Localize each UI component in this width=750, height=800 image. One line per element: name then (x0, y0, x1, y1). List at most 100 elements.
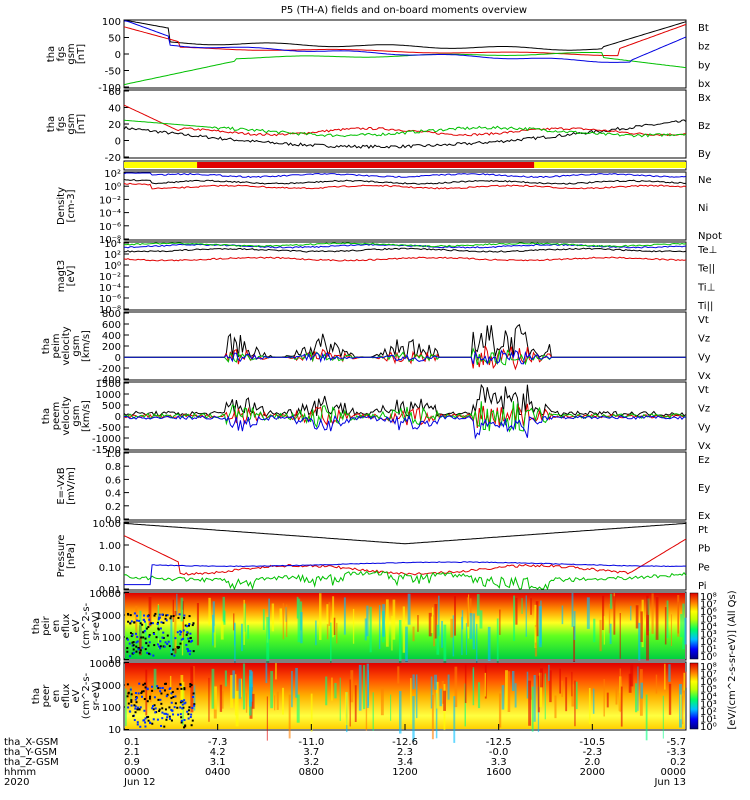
heatmap-streak (211, 614, 214, 646)
y-tick-label: 10⁰ (104, 182, 121, 193)
heatmap-noise (163, 725, 166, 728)
heatmap-streak (436, 681, 439, 709)
heatmap-noise (145, 627, 148, 630)
heatmap-noise (186, 631, 189, 634)
heatmap-noise (189, 716, 192, 719)
heatmap-noise (161, 711, 164, 714)
heatmap-streak (571, 671, 573, 697)
heatmap-streak (330, 622, 332, 670)
legend-By: By (698, 149, 711, 160)
heatmap-streak (476, 623, 478, 671)
heatmap-streak (514, 683, 517, 708)
heatmap-streak (668, 664, 671, 682)
heatmap-noise (177, 616, 180, 619)
heatmap-noise (160, 621, 163, 624)
heatmap-streak (326, 624, 329, 640)
heatmap-streak (296, 694, 300, 723)
heatmap-noise (128, 642, 131, 645)
heatmap-streak (635, 605, 639, 629)
heatmap-streak (245, 692, 248, 713)
heatmap-streak (220, 620, 224, 640)
x-tick-label: -0.0 (489, 747, 509, 758)
y-tick-label: 10⁻² (99, 195, 121, 206)
heatmap-noise (159, 647, 162, 650)
heatmap-noise (130, 700, 133, 703)
y-axis-label: peir (41, 615, 52, 635)
y-tick-label: 600 (102, 320, 121, 331)
x-tick-label: 0000 (661, 767, 686, 778)
heatmap-noise (151, 707, 154, 710)
heatmap-streak (362, 665, 366, 710)
heatmap-noise (131, 633, 134, 636)
heatmap-noise (183, 719, 186, 722)
y-tick-label: -200 (98, 364, 121, 375)
heatmap-noise (134, 711, 137, 714)
heatmap-streak (336, 622, 338, 644)
heatmap-noise (130, 693, 133, 696)
y-tick-label: 60 (108, 87, 121, 98)
heatmap-streak (640, 611, 643, 643)
heatmap-noise (174, 695, 177, 698)
colorbar-tick-label: 10⁸ (700, 592, 717, 603)
y-axis-label: tha (41, 408, 52, 424)
heatmap-noise (142, 618, 145, 621)
heatmap-noise (170, 653, 173, 656)
mode-segment-yellow (124, 162, 198, 168)
heatmap-streak (461, 616, 463, 656)
heatmap-streak (182, 681, 185, 708)
x-tick-label: 0.1 (124, 737, 140, 748)
y-tick-label: 40 (108, 104, 121, 115)
heatmap-noise (164, 641, 167, 644)
heatmap-streak (452, 615, 455, 657)
heatmap-streak (479, 610, 483, 629)
heatmap-streak (651, 593, 654, 634)
heatmap-streak (297, 598, 301, 643)
heatmap-noise (154, 711, 157, 714)
heatmap-streak (499, 609, 501, 635)
heatmap-noise (134, 632, 137, 635)
heatmap-noise (146, 700, 149, 703)
heatmap-noise (179, 701, 182, 704)
heatmap-noise (133, 621, 136, 624)
heatmap-streak (549, 670, 552, 703)
heatmap-noise (126, 683, 129, 686)
colorbar-tick-label: 10⁸ (700, 662, 717, 673)
heatmap-noise (154, 707, 157, 710)
heatmap-noise (138, 651, 141, 654)
heatmap-noise (182, 629, 185, 632)
heatmap-streak (515, 597, 518, 625)
y-tick-label: 10⁻⁴ (99, 209, 121, 220)
y-axis-label: velocity (61, 396, 72, 435)
y-axis-label: tha (31, 618, 42, 634)
panel-frame (123, 241, 687, 311)
heatmap-noise (171, 691, 174, 694)
y-tick-label: 10⁴ (104, 239, 121, 250)
heatmap-streak (315, 620, 317, 646)
heatmap-streak (561, 605, 564, 625)
heatmap-noise (166, 642, 169, 645)
heatmap-noise (136, 696, 139, 699)
heatmap-noise (138, 708, 141, 711)
heatmap-streak (630, 663, 634, 687)
heatmap-streak (677, 595, 680, 637)
heatmap-streak (300, 611, 303, 644)
heatmap-noise (157, 687, 160, 690)
heatmap-noise (165, 695, 168, 698)
heatmap-noise (146, 651, 149, 654)
heatmap-streak (172, 599, 175, 622)
colorbar-tick-label: 10⁵ (700, 685, 717, 696)
colorbar-label: [eV/(cm^2-s-sr-eV)] (All Qs) (727, 590, 738, 729)
y-axis-label: en (51, 620, 62, 633)
heatmap-streak (640, 682, 644, 699)
heatmap-noise (161, 686, 164, 689)
heatmap-streak (637, 666, 639, 711)
heatmap-noise (144, 637, 147, 640)
heatmap-noise (141, 646, 144, 649)
heatmap-noise (174, 637, 177, 640)
x-row-label: tha_Y-GSM (4, 747, 57, 758)
heatmap-streak (668, 683, 672, 715)
y-axis-label: Pressure (56, 535, 67, 578)
series-line-by (123, 52, 687, 86)
heatmap-streak (609, 593, 613, 609)
y-tick-label: 400 (102, 331, 121, 342)
